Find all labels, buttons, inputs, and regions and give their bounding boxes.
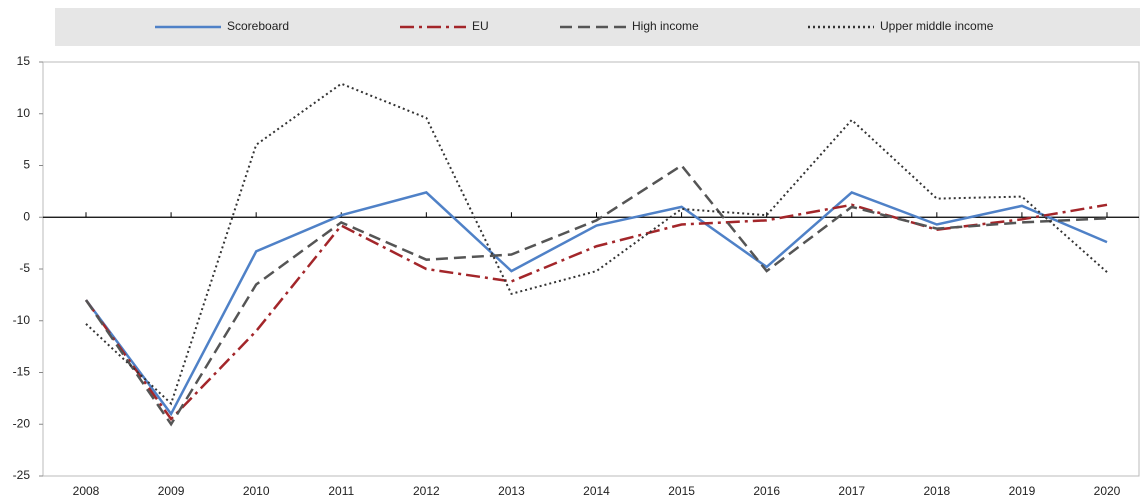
x-tick-label: 2011	[328, 484, 354, 498]
y-tick-label: -10	[13, 313, 31, 327]
y-tick-label: 0	[23, 209, 30, 223]
y-tick-label: -15	[13, 365, 31, 379]
x-tick-label: 2013	[498, 484, 525, 498]
y-tick-label: -20	[13, 416, 31, 430]
plot-frame	[42, 61, 1140, 477]
x-tick-label: 2020	[1094, 484, 1121, 498]
x-tick-label: 2018	[923, 484, 950, 498]
y-tick-label: -5	[19, 261, 30, 275]
x-tick-label: 2015	[668, 484, 695, 498]
series-line	[84, 163, 1108, 427]
legend-label: Scoreboard	[227, 19, 289, 33]
x-tick-label: 2019	[1009, 484, 1036, 498]
legend-label: EU	[472, 19, 489, 33]
x-tick-label: 2010	[243, 484, 270, 498]
legend-label: Upper middle income	[880, 19, 994, 33]
y-tick-label: -25	[13, 468, 31, 482]
y-tick-label: 5	[23, 158, 30, 172]
x-tick-label: 2008	[73, 484, 100, 498]
x-tick-label: 2016	[753, 484, 780, 498]
x-tick-label: 2014	[583, 484, 610, 498]
legend-label: High income	[632, 19, 699, 33]
series-line	[85, 82, 1108, 406]
y-tick-label: 10	[17, 106, 31, 120]
x-tick-label: 2009	[158, 484, 185, 498]
series-line	[84, 190, 1108, 417]
y-tick-label: 15	[17, 54, 31, 68]
x-tick-label: 2017	[838, 484, 865, 498]
x-tick-label: 2012	[413, 484, 440, 498]
